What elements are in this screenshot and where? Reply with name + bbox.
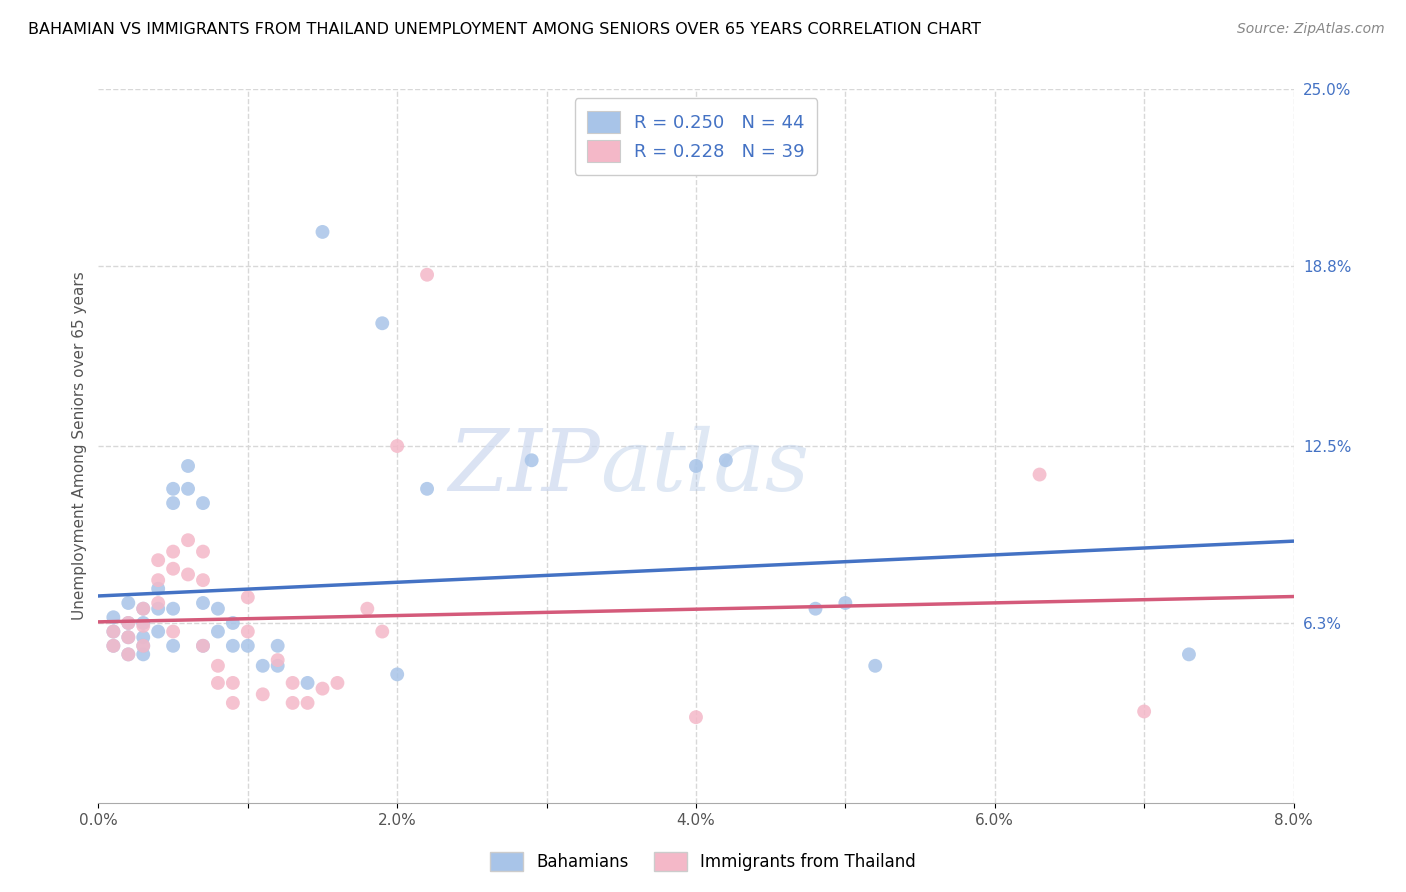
Point (162, 482, 184, 496)
Point (132, 615, 155, 630)
Point (236, 639, 259, 653)
Point (222, 676, 245, 690)
Point (148, 553, 170, 567)
Point (252, 658, 274, 673)
Point (132, 601, 155, 615)
Point (416, 268, 439, 282)
Point (117, 648, 139, 662)
Point (385, 439, 409, 453)
Point (191, 639, 214, 653)
Point (191, 639, 214, 653)
Legend: Bahamians, Immigrants from Thailand: Bahamians, Immigrants from Thailand (481, 843, 925, 880)
Point (207, 601, 229, 615)
Point (177, 567, 200, 582)
Point (207, 624, 229, 639)
Point (222, 696, 245, 710)
Point (1178, 648, 1201, 662)
Point (177, 458, 200, 473)
Point (252, 687, 274, 701)
Point (103, 610, 125, 624)
Point (267, 653, 290, 667)
Text: atlas: atlas (600, 426, 810, 508)
Point (103, 624, 125, 639)
Legend: R = 0.250   N = 44, R = 0.228   N = 39: R = 0.250 N = 44, R = 0.228 N = 39 (575, 98, 817, 175)
Point (371, 316, 394, 330)
Point (297, 676, 319, 690)
Point (865, 658, 887, 673)
Point (267, 658, 290, 673)
Point (834, 596, 856, 610)
Point (132, 601, 155, 615)
Point (356, 601, 378, 615)
Point (162, 624, 184, 639)
Point (177, 533, 200, 548)
Point (236, 591, 259, 605)
Point (281, 676, 304, 690)
Point (148, 624, 170, 639)
Point (117, 630, 139, 644)
Text: ZIP: ZIP (449, 426, 600, 508)
Point (685, 458, 707, 473)
Point (148, 601, 170, 615)
Point (267, 639, 290, 653)
Point (385, 667, 409, 681)
Point (162, 562, 184, 576)
Point (236, 624, 259, 639)
Point (117, 648, 139, 662)
Point (714, 453, 737, 467)
Point (297, 696, 319, 710)
Point (207, 676, 229, 690)
Point (326, 676, 349, 690)
Point (103, 639, 125, 653)
Point (162, 544, 184, 558)
Point (207, 658, 229, 673)
Y-axis label: Unemployment Among Seniors over 65 years: Unemployment Among Seniors over 65 years (72, 272, 87, 620)
Point (191, 496, 214, 510)
Point (1133, 705, 1156, 719)
Point (281, 696, 304, 710)
Point (103, 639, 125, 653)
Point (191, 544, 214, 558)
Point (162, 496, 184, 510)
Point (148, 582, 170, 596)
Point (117, 596, 139, 610)
Point (804, 601, 827, 615)
Point (162, 639, 184, 653)
Point (132, 639, 155, 653)
Point (132, 648, 155, 662)
Point (191, 573, 214, 587)
Point (222, 639, 245, 653)
Point (117, 615, 139, 630)
Point (191, 596, 214, 610)
Point (1028, 467, 1050, 482)
Text: Source: ZipAtlas.com: Source: ZipAtlas.com (1237, 22, 1385, 37)
Point (311, 681, 333, 696)
Point (117, 630, 139, 644)
Point (685, 710, 707, 724)
Point (148, 596, 170, 610)
Point (132, 619, 155, 633)
Point (311, 225, 333, 239)
Point (117, 615, 139, 630)
Point (177, 482, 200, 496)
Point (148, 573, 170, 587)
Point (103, 624, 125, 639)
Point (132, 630, 155, 644)
Point (371, 624, 394, 639)
Point (162, 601, 184, 615)
Point (222, 615, 245, 630)
Point (520, 453, 543, 467)
Text: BAHAMIAN VS IMMIGRANTS FROM THAILAND UNEMPLOYMENT AMONG SENIORS OVER 65 YEARS CO: BAHAMIAN VS IMMIGRANTS FROM THAILAND UNE… (28, 22, 981, 37)
Point (132, 639, 155, 653)
Point (416, 482, 439, 496)
